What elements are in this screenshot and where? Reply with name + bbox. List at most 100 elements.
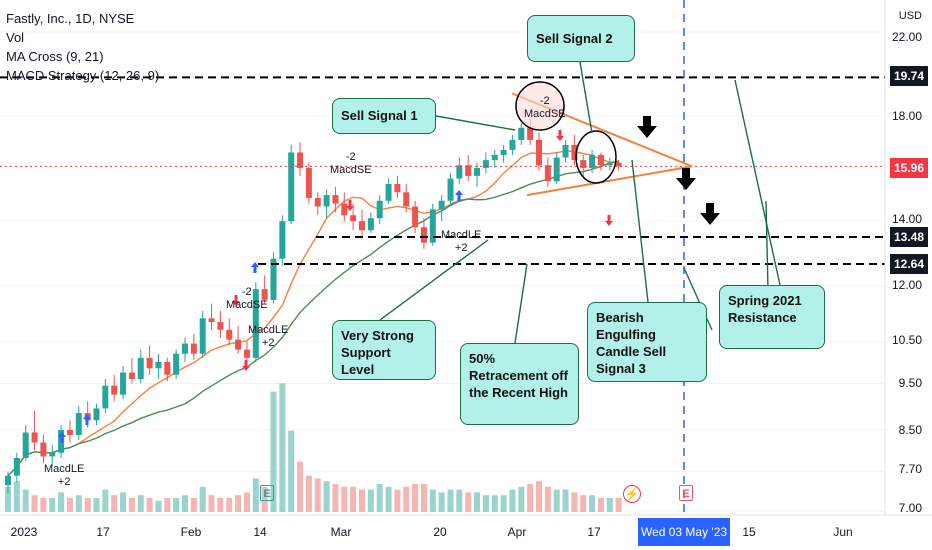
volume-bar — [615, 498, 622, 512]
candle-body — [597, 154, 604, 166]
candle-body — [270, 258, 277, 300]
volume-bar — [40, 498, 47, 512]
candle-body — [456, 165, 463, 179]
volume-bar — [111, 495, 118, 512]
candle-body — [22, 432, 29, 458]
triangle-lower-line — [526, 165, 693, 197]
signal-arrow-icon — [83, 414, 91, 425]
volume-bar — [22, 489, 29, 512]
y-tick: 22.00 — [891, 30, 922, 44]
volume-bar — [323, 481, 330, 512]
volume-bar — [93, 498, 100, 512]
volume-bar — [589, 495, 596, 512]
candle-body — [261, 289, 268, 300]
volume-bar — [412, 484, 419, 512]
candle-body — [589, 154, 596, 168]
candle-body — [288, 152, 295, 222]
volume-bar — [359, 489, 365, 512]
volume-bar — [580, 495, 587, 512]
volume-bar — [527, 484, 534, 512]
candle-body — [376, 200, 383, 219]
y-tick: 18.00 — [891, 109, 922, 123]
signal-macdse-3: -2 MacdSE — [524, 95, 566, 120]
candle-body — [252, 289, 259, 358]
volume-bar — [500, 495, 507, 512]
volume-bar — [199, 486, 206, 512]
volume-bar — [536, 481, 542, 512]
volume-bar — [438, 492, 445, 512]
level-13-48-label: 13.48 — [890, 227, 928, 247]
candle-body — [297, 152, 304, 168]
volume-bar — [456, 489, 463, 512]
volume-bar — [305, 475, 312, 512]
down-arrow-icon — [676, 168, 696, 190]
volume-bar — [137, 495, 144, 512]
volume-bar — [84, 498, 91, 512]
volume-bar — [102, 489, 109, 512]
candle-body — [40, 442, 47, 457]
candle-body — [615, 162, 622, 167]
candle-body — [102, 385, 109, 409]
legend-ma-cross[interactable]: MA Cross (9, 21) — [6, 49, 104, 64]
ma-fast-line — [7, 150, 619, 477]
candle-body — [182, 343, 188, 354]
signal-macdle-2: MacdLE +2 — [248, 324, 289, 349]
earnings-badge-icon[interactable]: E — [260, 485, 274, 501]
callout-pointer — [631, 159, 649, 303]
y-tick: 14.00 — [891, 212, 922, 226]
candle-body — [403, 192, 410, 207]
legend-volume[interactable]: Vol — [6, 30, 25, 45]
callout-support-level: Very Strong Support Level — [332, 320, 436, 380]
chart-title: Fastly, Inc., 1D, NYSE — [6, 11, 135, 26]
signal-macdse-2: -2 MacdSE — [330, 151, 372, 176]
candle-body — [394, 184, 401, 193]
candle-body — [412, 206, 419, 228]
volume-bar — [243, 492, 250, 512]
volume-bar — [332, 484, 339, 512]
volume-bar — [190, 498, 197, 512]
candle-body — [137, 357, 144, 380]
candle-body — [571, 144, 578, 161]
volume-bar — [429, 489, 436, 512]
x-tick: Feb — [180, 525, 202, 539]
candle-body — [606, 162, 613, 166]
candle-body — [323, 195, 330, 207]
candle-body — [66, 430, 73, 435]
candle-body — [279, 221, 286, 259]
candle-body — [314, 197, 321, 207]
down-arrow-icon — [700, 203, 720, 225]
level-19-74-label: 19.74 — [890, 66, 928, 86]
earnings-upcoming-icon[interactable]: E — [679, 485, 693, 501]
candle-body — [217, 322, 224, 330]
volume-bar — [279, 383, 286, 512]
callout-pointer — [514, 263, 528, 344]
volume-bar — [350, 486, 357, 512]
x-tick: Jun — [833, 525, 853, 539]
candle-body — [562, 144, 569, 158]
legend-macd-strategy[interactable]: MACD Strategy (12, 26, 9) — [6, 68, 160, 83]
signal-macdse-1: -2 MacdSE — [226, 286, 268, 311]
current-price-label: 15.96 — [890, 158, 928, 178]
candle-body — [208, 318, 215, 323]
candle-body — [305, 167, 312, 198]
currency-label: USD — [898, 10, 922, 22]
x-tick: Mar — [330, 525, 352, 539]
volume-bar — [270, 391, 277, 512]
callout-pointer — [435, 115, 516, 131]
callout-pointer — [734, 79, 781, 286]
x-tick: 14 — [253, 525, 267, 539]
candle-body — [544, 165, 551, 182]
volume-bar — [252, 478, 259, 512]
signal-arrow-icon — [242, 360, 250, 371]
volume-bar — [544, 486, 551, 512]
dividend-flash-icon[interactable]: ⚡ — [623, 485, 641, 503]
volume-bar — [217, 498, 224, 512]
candle-body — [518, 127, 525, 140]
volume-bar — [31, 495, 38, 512]
candle-body — [13, 457, 20, 476]
circle-sell-2 — [575, 130, 617, 184]
candle-body — [164, 361, 171, 375]
volume-bar — [403, 486, 410, 512]
